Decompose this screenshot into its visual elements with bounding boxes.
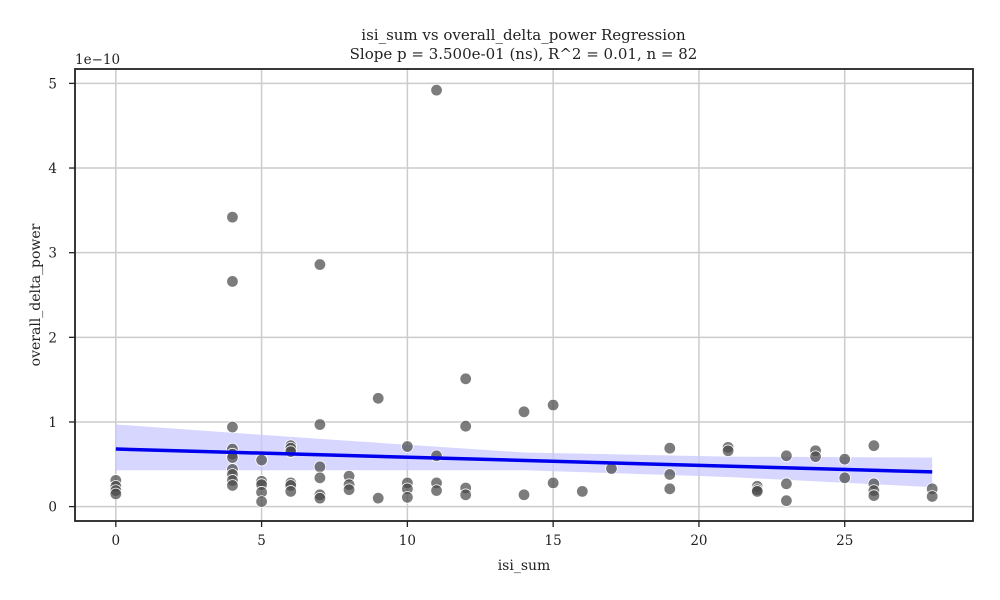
x-tick-label: 5 (257, 533, 266, 549)
regression-line-layer (115, 447, 933, 474)
data-point (459, 488, 472, 501)
y-tick-label: 3 (48, 246, 57, 262)
data-point (342, 483, 356, 496)
x-tick-label: 0 (112, 533, 121, 549)
data-point (401, 491, 414, 504)
data-point (780, 494, 793, 507)
data-point (401, 440, 414, 453)
data-point (372, 491, 385, 505)
data-point (255, 453, 268, 467)
y-axis-ticks: 0 1 2 3 4 5 (48, 76, 75, 516)
confidence-band (115, 424, 933, 488)
data-point (313, 491, 327, 505)
data-point (459, 419, 472, 433)
data-point (925, 490, 939, 503)
y-tick-label: 1 (48, 415, 57, 431)
data-point (838, 471, 851, 485)
data-point (867, 489, 881, 502)
chart-title: isi_sum vs overall_delta_power Regressio… (361, 26, 686, 44)
x-axis-ticks: 0 5 10 15 20 25 (112, 521, 853, 549)
x-tick-label: 20 (690, 533, 707, 549)
x-axis-label: isi_sum (498, 558, 551, 574)
x-tick-label: 15 (545, 533, 562, 549)
data-point (430, 484, 443, 497)
data-point (517, 405, 531, 419)
data-point (226, 210, 239, 224)
data-point (255, 495, 268, 508)
data-point (838, 453, 851, 466)
plot-area-frame (74, 68, 974, 522)
y-axis-label: overall_delta_power (28, 223, 44, 366)
data-point (663, 442, 676, 455)
data-point (226, 479, 239, 492)
data-point (226, 420, 239, 434)
data-point (430, 83, 443, 97)
data-point (313, 460, 327, 474)
data-point (751, 485, 764, 498)
confidence-band-layer (115, 424, 933, 488)
data-point (109, 487, 123, 501)
y-tick-label: 0 (48, 500, 57, 516)
data-point (780, 477, 793, 490)
data-point (867, 439, 881, 452)
data-point (517, 488, 531, 501)
y-offset-label: 1e−10 (75, 52, 120, 68)
data-point (721, 444, 735, 457)
data-point (780, 449, 793, 463)
data-point (313, 471, 327, 485)
data-point (546, 476, 560, 490)
data-point (809, 450, 822, 463)
data-point (576, 485, 589, 498)
data-point (663, 468, 676, 481)
data-point (313, 258, 327, 271)
data-point (546, 398, 560, 412)
data-point (226, 275, 239, 288)
data-point (372, 392, 385, 405)
grid-lines (75, 69, 973, 521)
scatter-points-layer (109, 83, 939, 508)
y-tick-label: 2 (48, 330, 57, 346)
data-point (284, 485, 297, 498)
data-point (313, 418, 327, 431)
y-tick-label: 4 (48, 161, 57, 177)
chart-subtitle: Slope p = 3.500e-01 (ns), R^2 = 0.01, n … (350, 45, 698, 63)
x-tick-label: 10 (399, 533, 416, 549)
regression-line (115, 447, 933, 474)
x-tick-label: 25 (836, 533, 853, 549)
data-point (459, 372, 472, 385)
data-point (663, 482, 676, 496)
y-tick-label: 5 (48, 76, 57, 92)
